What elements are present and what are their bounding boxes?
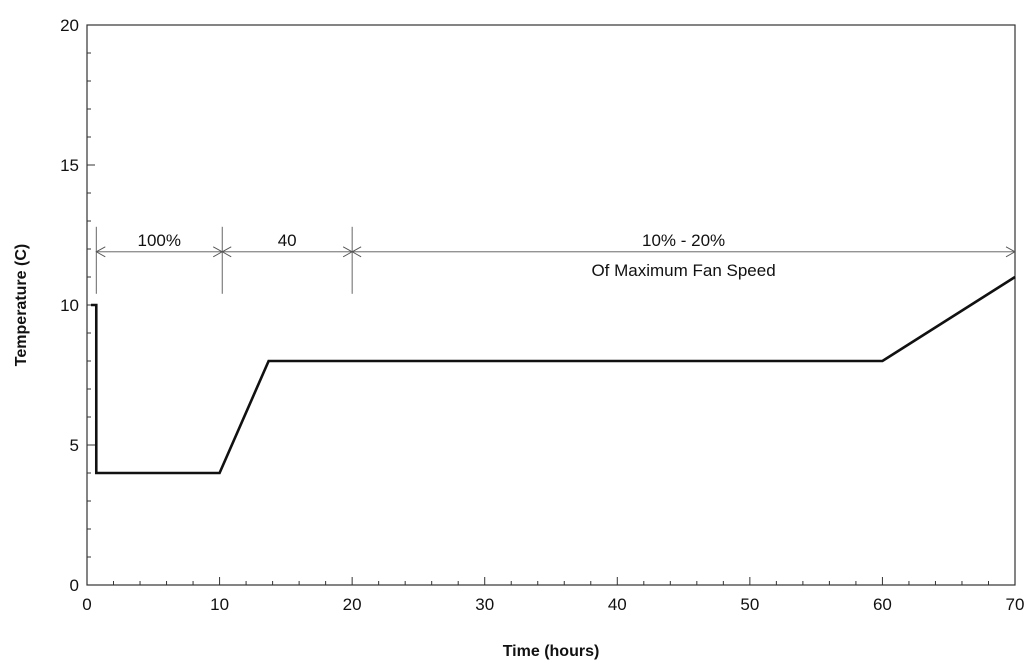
x-tick-label: 10	[210, 595, 229, 614]
x-tick-label: 20	[343, 595, 362, 614]
annotation-label: 100%	[138, 231, 181, 250]
annotation-arrowhead	[95, 246, 106, 258]
minor-ticks	[87, 52, 989, 585]
series-line	[90, 275, 1016, 475]
y-tick-label: 5	[70, 436, 79, 455]
y-tick-label: 0	[70, 576, 79, 595]
x-tick-label: 50	[740, 595, 759, 614]
x-axis-ticks: 0 10 20 30 40 50 60 70	[82, 577, 1024, 614]
annotation-arrowhead	[1005, 246, 1016, 258]
y-axis-ticks: 0 5 10 15 20	[60, 16, 95, 595]
x-tick-label: 60	[873, 595, 892, 614]
y-tick-label: 15	[60, 156, 79, 175]
x-tick-label: 70	[1006, 595, 1025, 614]
y-tick-label: 10	[60, 296, 79, 315]
series-group	[90, 275, 1016, 475]
y-axis-title: Temperature (C)	[13, 244, 30, 366]
y-tick-label: 20	[60, 16, 79, 35]
annotation-label: 40	[278, 231, 297, 250]
annotation-sublabel: Of Maximum Fan Speed	[591, 261, 775, 280]
annotation-arrowhead	[221, 246, 232, 258]
x-axis-title: Time (hours)	[503, 643, 600, 660]
x-tick-label: 30	[475, 595, 494, 614]
x-tick-label: 0	[82, 595, 91, 614]
plot-frame	[86, 24, 1016, 586]
annotation-label: 10% - 20%	[642, 231, 725, 250]
fan-speed-annotations: 100% 40 10% - 20% Of Maximum Fan Speed	[95, 226, 1016, 294]
x-tick-label: 40	[608, 595, 627, 614]
annotation-arrowhead	[351, 246, 362, 258]
